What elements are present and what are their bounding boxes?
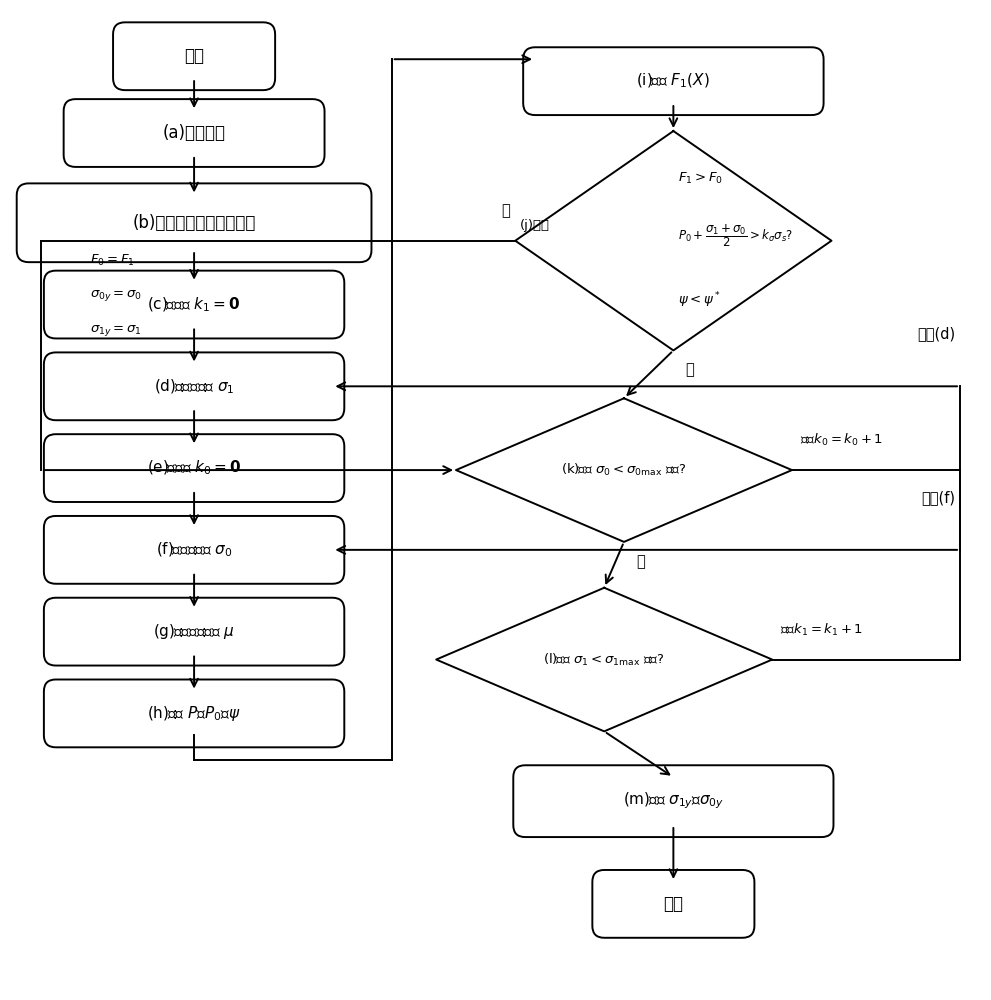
Text: $F_0=F_1$: $F_0=F_1$ — [90, 253, 135, 268]
Text: (h)计算 $P$、$P_0$、$\psi$: (h)计算 $P$、$P_0$、$\psi$ — [148, 704, 241, 723]
Text: (i)计算 $F_1(X)$: (i)计算 $F_1(X)$ — [636, 72, 711, 90]
FancyBboxPatch shape — [44, 434, 344, 502]
Text: 否: 否 — [636, 554, 644, 569]
Text: (a)参数收集: (a)参数收集 — [163, 124, 226, 142]
FancyBboxPatch shape — [63, 99, 324, 167]
Text: (c)初始化 $k_1 = \mathbf{0}$: (c)初始化 $k_1 = \mathbf{0}$ — [148, 295, 241, 314]
FancyBboxPatch shape — [44, 352, 344, 420]
Text: 是，$k_0=k_0+1$: 是，$k_0=k_0+1$ — [800, 432, 883, 448]
Text: (g)计算摩擦系数 $\mu$: (g)计算摩擦系数 $\mu$ — [154, 622, 235, 641]
Text: $F_1>F_0$: $F_1>F_0$ — [678, 171, 723, 186]
FancyBboxPatch shape — [44, 271, 344, 338]
FancyBboxPatch shape — [523, 47, 824, 115]
Text: (m)输出 $\sigma_{1y}$、$\sigma_{0y}$: (m)输出 $\sigma_{1y}$、$\sigma_{0y}$ — [622, 791, 724, 811]
FancyBboxPatch shape — [44, 598, 344, 666]
Text: (k)判断 $\sigma_0<\sigma_{0\mathrm{max}}$ 成立?: (k)判断 $\sigma_0<\sigma_{0\mathrm{max}}$ … — [561, 462, 687, 478]
Text: $\psi<\psi^*$: $\psi<\psi^*$ — [678, 291, 720, 310]
Text: 步骤(f): 步骤(f) — [921, 490, 955, 505]
Text: (e)初始化 $k_0 = \mathbf{0}$: (e)初始化 $k_0 = \mathbf{0}$ — [147, 459, 241, 477]
FancyBboxPatch shape — [44, 516, 344, 584]
Text: $\sigma_{0y}=\sigma_0$: $\sigma_{0y}=\sigma_0$ — [90, 288, 143, 303]
FancyBboxPatch shape — [513, 765, 833, 837]
Text: (d)计算前张力 $\sigma_1$: (d)计算前张力 $\sigma_1$ — [154, 377, 235, 396]
Text: 是，$k_1=k_1+1$: 是，$k_1=k_1+1$ — [780, 622, 863, 638]
Text: 否: 否 — [685, 362, 694, 377]
Text: $\sigma_{1y}=\sigma_1$: $\sigma_{1y}=\sigma_1$ — [90, 323, 142, 338]
FancyBboxPatch shape — [593, 870, 754, 938]
Text: (b)定义参数、中间过程量: (b)定义参数、中间过程量 — [133, 214, 256, 232]
Text: (l)判断 $\sigma_1<\sigma_{1\mathrm{max}}$ 成立?: (l)判断 $\sigma_1<\sigma_{1\mathrm{max}}$ … — [543, 652, 665, 668]
Text: (j)判断: (j)判断 — [520, 219, 550, 232]
Text: $P_0+\dfrac{\sigma_1+\sigma_0}{2}>k_\sigma\sigma_s$?: $P_0+\dfrac{\sigma_1+\sigma_0}{2}>k_\sig… — [678, 222, 794, 249]
Text: 是: 是 — [501, 203, 510, 218]
FancyBboxPatch shape — [17, 183, 372, 262]
Text: 步骤(d): 步骤(d) — [917, 326, 955, 341]
Text: (f)计算后张力 $\sigma_0$: (f)计算后张力 $\sigma_0$ — [156, 541, 233, 559]
Text: 开始: 开始 — [184, 47, 204, 65]
FancyBboxPatch shape — [44, 680, 344, 747]
FancyBboxPatch shape — [113, 22, 275, 90]
Text: 结束: 结束 — [663, 895, 684, 913]
